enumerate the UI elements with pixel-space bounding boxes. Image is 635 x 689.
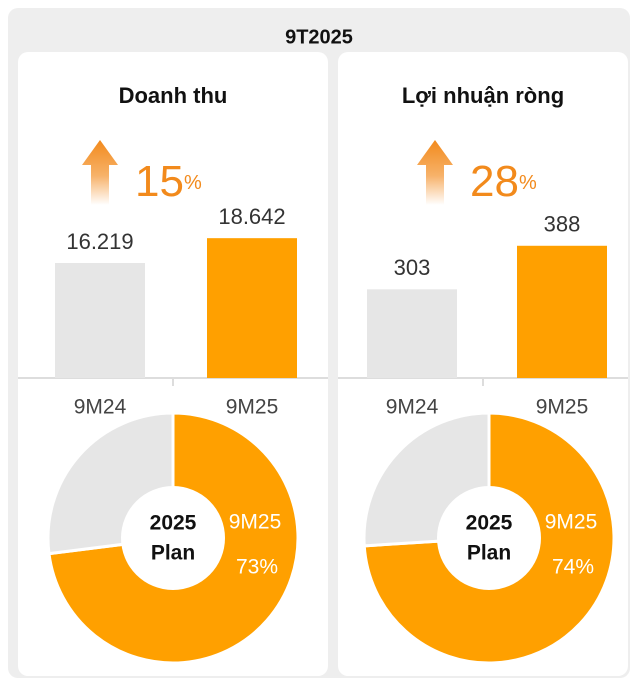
growth-arrow (82, 140, 118, 205)
growth-arrow (417, 140, 453, 205)
panel-title: Lợi nhuận ròng (402, 83, 564, 108)
center-label: 2025 (150, 512, 197, 535)
slice-value-label: 73% (236, 556, 278, 579)
bar (207, 238, 297, 378)
value-label: 388 (544, 212, 581, 237)
panel-title: Doanh thu (119, 83, 228, 108)
page-title: 9T2025 (285, 26, 353, 48)
category-label: 9M25 (226, 396, 279, 419)
growth-label: 28% (470, 157, 537, 206)
category-label: 9M24 (386, 396, 439, 419)
slice-label: 9M25 (545, 511, 598, 534)
growth-unit: % (184, 172, 202, 194)
value-label: 16.219 (66, 229, 133, 254)
center-label: 2025 (466, 512, 513, 535)
donut-hole (121, 486, 225, 590)
growth-unit: % (519, 172, 537, 194)
slice-value-label: 74% (552, 556, 594, 579)
center-label: Plan (467, 542, 511, 565)
value-label: 18.642 (218, 204, 285, 229)
bar (517, 245, 607, 378)
growth-value: 15 (135, 157, 184, 206)
center-label: Plan (151, 542, 195, 565)
donut-hole (437, 486, 541, 590)
value-label: 303 (394, 255, 431, 280)
slice-label: 9M25 (229, 511, 282, 534)
growth-value: 28 (470, 157, 519, 206)
bar (367, 289, 457, 378)
bar (55, 263, 145, 378)
growth-label: 15% (135, 157, 202, 206)
category-label: 9M25 (536, 396, 589, 419)
category-label: 9M24 (74, 396, 127, 419)
